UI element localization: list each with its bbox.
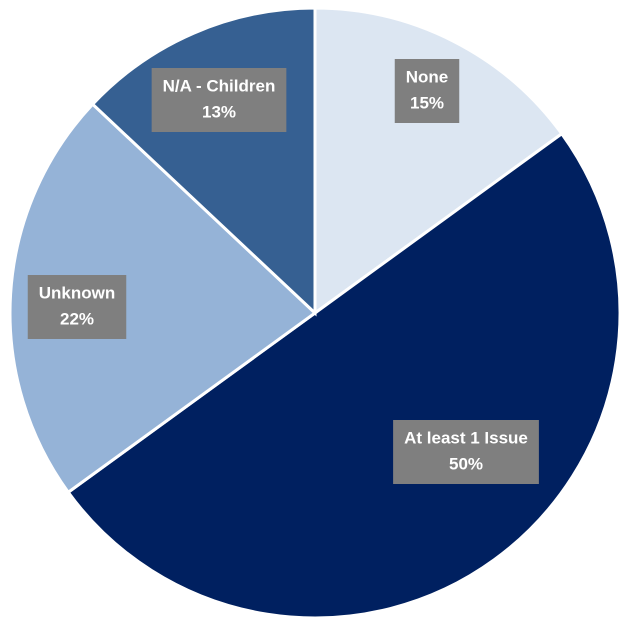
- label-box: [394, 59, 460, 123]
- data-label: Unknown 22%: [27, 275, 127, 339]
- label-box: [27, 275, 127, 339]
- label-value: 50%: [449, 454, 483, 473]
- label-category: At least 1 Issue: [404, 428, 528, 447]
- data-label: None 15%: [394, 59, 460, 123]
- label-category: None: [406, 67, 449, 86]
- data-label: At least 1 Issue 50%: [393, 420, 539, 484]
- label-category: N/A - Children: [163, 76, 276, 95]
- label-box: [393, 420, 539, 484]
- label-value: 13%: [202, 102, 236, 121]
- label-value: 22%: [60, 309, 94, 328]
- label-value: 15%: [410, 93, 444, 112]
- data-label: N/A - Children 13%: [151, 68, 287, 132]
- label-box: [151, 68, 287, 132]
- label-category: Unknown: [39, 283, 116, 302]
- pie-slice: [8, 102, 318, 495]
- pie-slice: [66, 131, 620, 620]
- pie-slice: [313, 6, 564, 316]
- slices: [8, 6, 620, 620]
